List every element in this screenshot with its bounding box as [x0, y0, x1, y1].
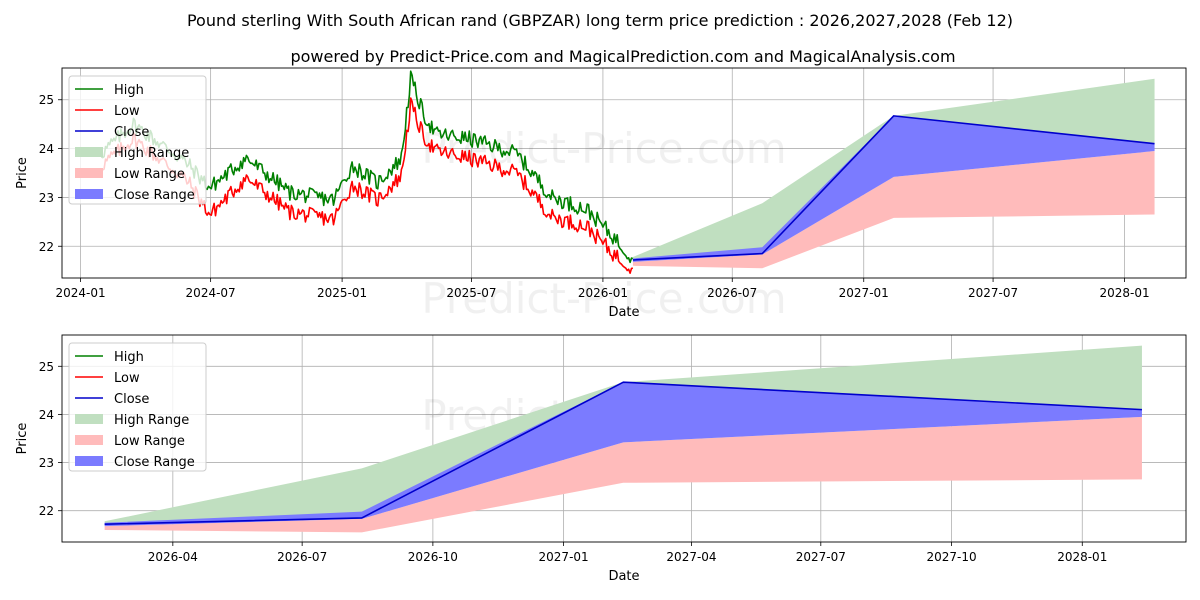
x-axis-label: Date	[608, 305, 639, 320]
high-range-band	[632, 78, 1155, 260]
plot-frame	[61, 334, 1187, 543]
x-tick-label: 2027-07	[796, 550, 846, 564]
close-line	[632, 115, 1155, 261]
y-axis-label: Price	[15, 157, 30, 189]
x-tick-label: 2026-01	[578, 286, 628, 300]
x-tick-label: 2027-10	[926, 550, 976, 564]
chart-title: Pound sterling With South African rand (…	[187, 11, 1013, 30]
close-range-band	[104, 382, 1142, 527]
x-tick-label: 2024-01	[56, 286, 106, 300]
top-chart-panel: 2024-01 2024-07 2025-01 2025-07 2026-01 2026-…	[15, 67, 1187, 323]
y-tick-label: 22	[39, 240, 54, 254]
legend-label-low-range: Low Range	[114, 434, 185, 449]
y-tick-label: 22	[39, 504, 54, 518]
legend-swatch-low-range	[75, 168, 103, 178]
chart-subtitle: powered by Predict-Price.com and Magical…	[290, 47, 955, 66]
y-axis-label: Price	[15, 423, 30, 455]
low-range-band	[632, 151, 1155, 269]
y-tick-label: 24	[39, 142, 54, 156]
legend-box	[68, 342, 207, 472]
watermark: Predict-Price.com	[421, 274, 786, 323]
legend-label-close: Close	[114, 392, 149, 407]
low-range-band	[104, 416, 1142, 533]
y-tick-label: 25	[39, 360, 54, 374]
high-range-band	[104, 345, 1142, 525]
x-tick-label: 2028-01	[1099, 286, 1149, 300]
x-tick-label: 2027-01	[539, 550, 589, 564]
x-axis-label: Date	[608, 569, 639, 584]
x-tick-label: 2025-01	[317, 286, 367, 300]
x-tick-label: 2028-01	[1057, 550, 1107, 564]
x-tick-label: 2026-07	[707, 286, 757, 300]
close-line	[104, 381, 1142, 525]
legend-label-close-range: Close Range	[114, 455, 195, 470]
x-tick-label: 2027-07	[968, 286, 1018, 300]
x-tick-label: 2027-04	[666, 550, 716, 564]
plot-frame	[61, 67, 1187, 279]
x-tick-label: 2024-07	[186, 286, 236, 300]
legend-label-close-range: Close Range	[114, 188, 195, 203]
legend-label-close: Close	[114, 125, 149, 140]
legend-swatch-high-range	[75, 414, 103, 424]
legend-label-low: Low	[114, 104, 140, 119]
x-tick-label: 2026-10	[408, 550, 458, 564]
y-tick-label: 25	[39, 93, 54, 107]
legend-label-high: High	[114, 83, 144, 98]
watermark: Predict-Price.com	[421, 124, 786, 173]
legend-label-high-range: High Range	[114, 146, 189, 161]
x-tick-label: 2027-01	[839, 286, 889, 300]
y-tick-label: 23	[39, 191, 54, 205]
legend-label-high: High	[114, 350, 144, 365]
legend-swatch-close-range	[75, 189, 103, 199]
legend-label-high-range: High Range	[114, 413, 189, 428]
legend-swatch-low-range	[75, 435, 103, 445]
x-tick-label: 2025-07	[446, 286, 496, 300]
y-tick-label: 23	[39, 456, 54, 470]
legend-swatch-high-range	[75, 147, 103, 157]
close-range-band	[632, 115, 1155, 262]
legend-label-low-range: Low Range	[114, 167, 185, 182]
x-tick-label: 2026-04	[148, 550, 198, 564]
bottom-chart-panel: 2026-04 2026-07 2026-10 2027-01 2027-04 2027-…	[15, 334, 1187, 584]
legend-swatch-close-range	[75, 456, 103, 466]
legend-box	[68, 75, 207, 205]
y-tick-label: 24	[39, 408, 54, 422]
x-tick-label: 2026-07	[277, 550, 327, 564]
legend-label-low: Low	[114, 371, 140, 386]
